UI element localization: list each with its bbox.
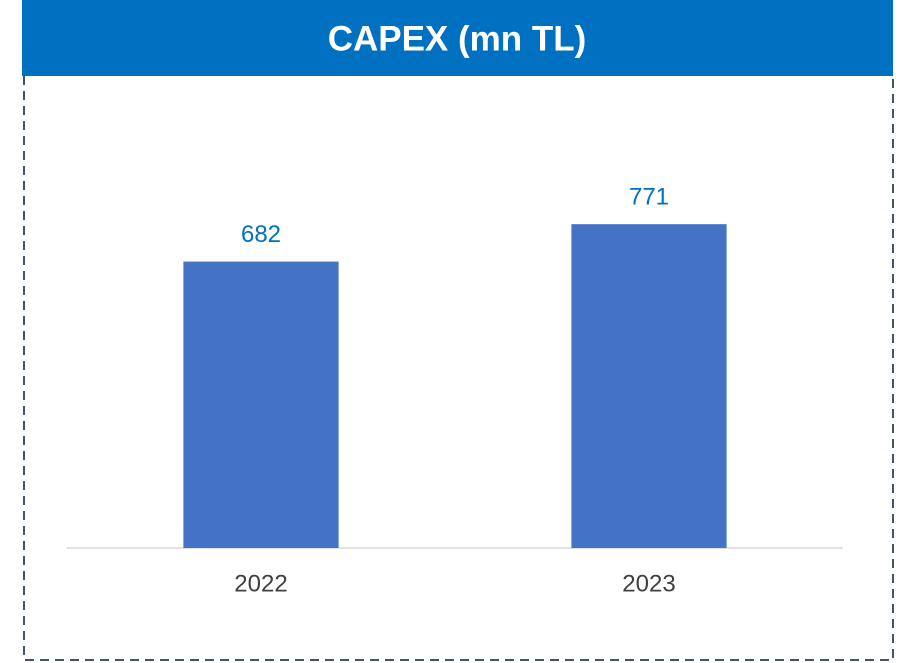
data-label: 682 bbox=[241, 221, 281, 248]
x-tick-label: 2022 bbox=[234, 570, 287, 597]
frame bbox=[23, 76, 894, 661]
bar bbox=[183, 261, 339, 548]
title-banner bbox=[22, 0, 893, 76]
data-label: 771 bbox=[629, 184, 669, 211]
bar bbox=[571, 224, 727, 548]
chart-title: CAPEX (mn TL) bbox=[328, 19, 587, 58]
x-tick-label: 2023 bbox=[622, 570, 675, 597]
